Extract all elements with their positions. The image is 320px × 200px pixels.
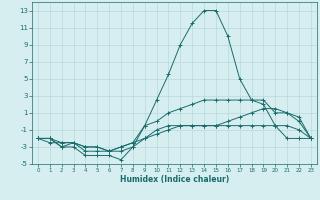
X-axis label: Humidex (Indice chaleur): Humidex (Indice chaleur): [120, 175, 229, 184]
